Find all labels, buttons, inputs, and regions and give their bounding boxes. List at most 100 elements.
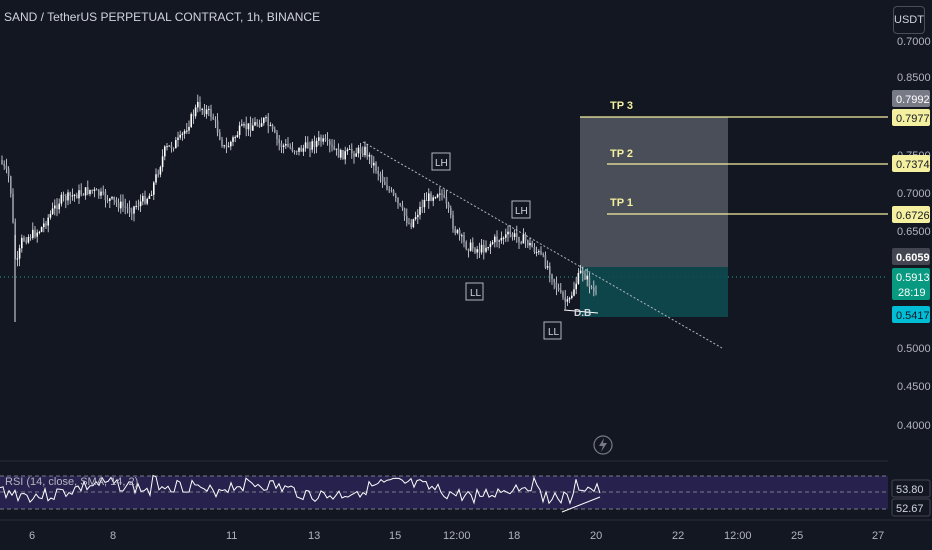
target-zone[interactable] bbox=[580, 117, 728, 267]
candle-body bbox=[111, 196, 113, 199]
candle-body bbox=[483, 244, 485, 252]
candle-body bbox=[366, 146, 368, 157]
candle-body bbox=[219, 132, 221, 140]
candle-body bbox=[443, 195, 445, 198]
candles bbox=[1, 94, 597, 322]
candle-body bbox=[247, 123, 250, 130]
candle-body bbox=[267, 117, 269, 126]
candle-body bbox=[38, 231, 41, 233]
candle-body bbox=[329, 140, 331, 145]
candle-body bbox=[461, 235, 463, 237]
candle-body bbox=[590, 287, 593, 289]
candle-body bbox=[522, 234, 525, 244]
candle-body bbox=[524, 234, 527, 241]
candle-body bbox=[318, 137, 320, 141]
time-tick: 22 bbox=[672, 530, 684, 542]
candle-body bbox=[16, 258, 19, 260]
candle-body bbox=[166, 146, 168, 148]
candle-body bbox=[175, 140, 177, 149]
candle-body bbox=[181, 133, 184, 135]
time-tick: 18 bbox=[508, 530, 520, 542]
candle-body bbox=[241, 124, 243, 126]
candle-body bbox=[131, 212, 133, 214]
candle-body bbox=[520, 242, 522, 244]
rsi-label[interactable]: RSI (14, close, SMA, 14, 2) bbox=[5, 476, 138, 488]
candle-body bbox=[573, 289, 575, 296]
candle-body bbox=[368, 154, 371, 157]
ll-marker-2[interactable]: LL bbox=[543, 321, 562, 340]
candle-body bbox=[346, 149, 349, 152]
candle-body bbox=[465, 242, 467, 250]
time-tick: 12:00 bbox=[724, 530, 752, 542]
candle-body bbox=[36, 232, 38, 237]
candle-body bbox=[344, 151, 346, 160]
candle-body bbox=[362, 153, 364, 156]
candle-body bbox=[82, 194, 85, 196]
candle-body bbox=[436, 194, 439, 198]
ll-marker-1[interactable]: LL bbox=[465, 282, 484, 301]
candle-body bbox=[274, 129, 276, 133]
lh-marker-2[interactable]: LH bbox=[511, 200, 531, 219]
tp3-label: TP 3 bbox=[610, 100, 633, 112]
candle-body bbox=[480, 244, 483, 253]
candle-body bbox=[47, 217, 49, 226]
candle-body bbox=[212, 116, 214, 120]
candle-body bbox=[340, 150, 342, 158]
badge-tp1: 0.6726 bbox=[892, 206, 930, 223]
double-bottom-line bbox=[563, 309, 599, 314]
candle-body bbox=[513, 233, 516, 238]
chart-title[interactable]: SAND / TetherUS PERPETUAL CONTRACT, 1h, … bbox=[4, 10, 321, 24]
candle-body bbox=[133, 206, 135, 214]
candle-body bbox=[205, 109, 208, 115]
candle-body bbox=[476, 249, 478, 253]
candle-body bbox=[225, 145, 228, 147]
candle-body bbox=[148, 195, 151, 199]
candle-body bbox=[5, 165, 8, 169]
candle-body bbox=[300, 147, 302, 152]
candle-body bbox=[221, 139, 223, 146]
candle-body bbox=[333, 146, 335, 150]
candle-body bbox=[474, 248, 476, 253]
candle-body bbox=[381, 176, 384, 182]
lightning-icon[interactable] bbox=[593, 435, 613, 455]
candle-body bbox=[122, 201, 124, 207]
candle-body bbox=[93, 189, 96, 191]
candle-body bbox=[201, 108, 203, 110]
candle-body bbox=[236, 135, 239, 138]
candle-body bbox=[199, 101, 201, 110]
candle-body bbox=[76, 194, 78, 199]
currency-button[interactable]: USDT bbox=[893, 6, 925, 34]
candle-body bbox=[104, 191, 107, 201]
candle-body bbox=[351, 149, 353, 154]
candle-body bbox=[78, 190, 80, 199]
candle-body bbox=[265, 117, 267, 119]
candle-body bbox=[557, 287, 560, 290]
price-tick-cut: 0.7000 bbox=[897, 36, 931, 48]
candle-body bbox=[531, 242, 533, 248]
candle-body bbox=[566, 299, 569, 302]
candle-body bbox=[533, 247, 536, 253]
candle-body bbox=[10, 176, 12, 194]
lh-marker-1[interactable]: LH bbox=[431, 152, 451, 171]
candle-body bbox=[324, 138, 327, 140]
stop-zone[interactable] bbox=[580, 267, 728, 317]
candle-body bbox=[401, 205, 404, 209]
candle-body bbox=[421, 206, 423, 208]
candle-body bbox=[348, 149, 351, 151]
candle-body bbox=[109, 198, 111, 201]
candle-body bbox=[579, 270, 582, 273]
candle-body bbox=[516, 233, 518, 237]
badge-tp3-high: 0.7992 bbox=[892, 90, 930, 107]
candle-body bbox=[412, 219, 415, 228]
candle-body bbox=[135, 205, 137, 207]
candle-body bbox=[43, 223, 45, 228]
candle-body bbox=[502, 237, 505, 239]
candle-body bbox=[544, 255, 547, 268]
svg-text:0.7977: 0.7977 bbox=[896, 113, 930, 125]
lh-label-2: LH bbox=[515, 206, 528, 217]
trendline[interactable] bbox=[362, 141, 723, 349]
candle-body bbox=[254, 122, 256, 126]
rsi-value-2: 52.67 bbox=[891, 498, 931, 517]
candle-body bbox=[498, 240, 500, 242]
